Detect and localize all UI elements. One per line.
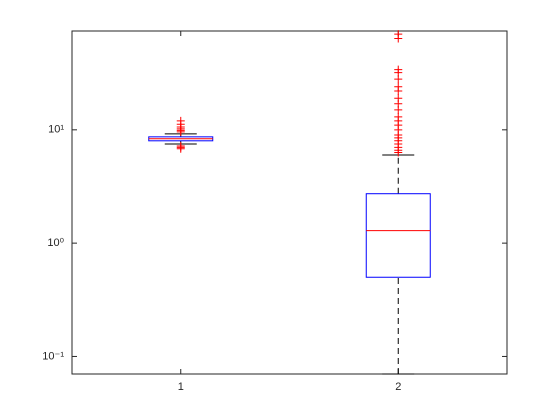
- axes-box: [71, 30, 508, 375]
- y-tick-label: 10¹: [48, 124, 64, 136]
- outlier: [176, 116, 185, 125]
- outlier: [394, 112, 403, 121]
- outlier: [394, 30, 403, 39]
- x-tick-label: 2: [395, 381, 401, 393]
- box: [365, 193, 431, 278]
- outlier: [394, 65, 403, 74]
- outlier: [176, 141, 185, 150]
- y-tick-label: 10⁻¹: [42, 350, 64, 362]
- x-tick-label: 1: [178, 381, 184, 393]
- outlier: [394, 82, 403, 91]
- outlier: [394, 94, 403, 103]
- y-tick-label: 10⁰: [47, 237, 64, 249]
